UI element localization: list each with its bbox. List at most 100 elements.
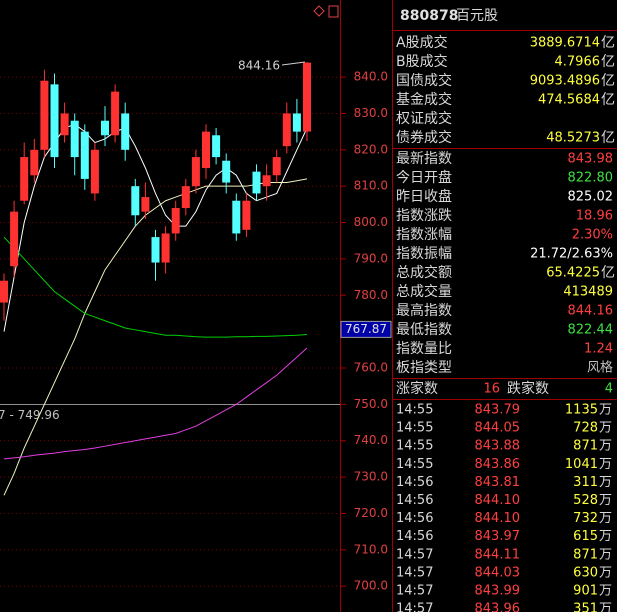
- stat-label: 债券成交: [396, 129, 452, 146]
- y-tick-label: 750.0: [354, 397, 388, 411]
- breadth-label: 跌家数: [507, 380, 549, 397]
- stat-value: 474.5684: [538, 93, 600, 108]
- candle-body: [151, 237, 160, 263]
- trade-price: 843.88: [475, 439, 521, 454]
- trade-volume: 615: [573, 529, 598, 544]
- panel-name: 百元股: [456, 8, 498, 24]
- moving-average: [3, 347, 308, 460]
- stat-value: 65.4225: [546, 266, 600, 281]
- candle-body: [101, 120, 109, 136]
- trade-unit: 万: [599, 457, 612, 472]
- stat-value: 21.72/2.63%: [530, 247, 613, 262]
- trade-time: 14:55: [396, 403, 433, 418]
- stat-label: A股成交: [396, 34, 448, 51]
- candle-body: [202, 131, 210, 168]
- y-tick-label: 700.0: [354, 579, 388, 593]
- candle-body: [303, 62, 311, 132]
- breadth-label: 涨家数: [396, 380, 438, 397]
- trade-volume: 871: [573, 439, 598, 454]
- diamond-icon[interactable]: [313, 5, 325, 17]
- stat-unit: 亿: [601, 73, 615, 89]
- trade-price: 844.05: [475, 421, 521, 436]
- stat-value: 822.80: [568, 171, 614, 186]
- stat-value: 822.44: [568, 323, 614, 338]
- panel-code: 880878: [400, 8, 458, 24]
- candle-body: [50, 84, 59, 158]
- y-tick-label: 760.0: [354, 361, 388, 375]
- stat-label: 最新指数: [396, 151, 452, 167]
- candle-body: [232, 200, 241, 234]
- y-tick-label: 740.0: [354, 433, 388, 447]
- trade-price: 844.10: [475, 493, 521, 508]
- trade-unit: 万: [599, 602, 612, 612]
- trade-volume: 901: [573, 584, 598, 599]
- annotation-label: 844.16: [238, 58, 280, 72]
- trade-time: 14:57: [396, 547, 433, 562]
- candle-body: [30, 149, 39, 176]
- y-tick-label: 810.0: [354, 179, 388, 193]
- y-tick-label: 720.0: [354, 506, 388, 520]
- stat-value: 3889.6714: [530, 36, 600, 51]
- trade-volume: 871: [573, 547, 598, 562]
- stat-label: 指数涨幅: [396, 227, 452, 243]
- trade-unit: 万: [599, 584, 612, 599]
- trade-unit: 万: [599, 547, 612, 562]
- trade-unit: 万: [599, 511, 612, 526]
- y-tick-label: 730.0: [354, 470, 388, 484]
- stat-label: 指数量比: [396, 341, 452, 357]
- trade-volume: 528: [573, 493, 598, 508]
- trade-price: 843.97: [475, 529, 521, 544]
- trade-time: 14:57: [396, 584, 433, 599]
- y-tick-label: 840.0: [354, 70, 388, 84]
- candle-body: [20, 157, 29, 201]
- candle-body: [292, 113, 301, 132]
- stat-label: B股成交: [396, 53, 448, 70]
- candle-body: [161, 233, 170, 263]
- candle-body: [40, 80, 49, 150]
- stat-label: 权证成交: [396, 110, 452, 127]
- stat-value: 2.30%: [572, 228, 613, 243]
- trade-price: 843.79: [475, 403, 521, 418]
- candle-body: [121, 113, 130, 150]
- trade-time: 14:56: [396, 493, 433, 508]
- breadth-up: 16: [483, 382, 500, 397]
- stat-label: 今日开盘: [396, 169, 452, 186]
- trade-price: 843.99: [475, 584, 521, 599]
- y-tick-label: 710.0: [354, 542, 388, 556]
- candle-body: [10, 211, 19, 267]
- stat-value: 843.98: [568, 152, 614, 167]
- window-icon[interactable]: [328, 5, 339, 18]
- stat-value: 18.96: [576, 209, 613, 224]
- stat-label: 基金成交: [396, 91, 452, 108]
- y-tick-label: 780.0: [354, 288, 388, 302]
- stat-value: 4.7966: [555, 55, 601, 70]
- candle-body: [222, 160, 231, 183]
- candle-body: [111, 91, 120, 136]
- candle-body: [131, 186, 140, 216]
- trade-price: 843.81: [475, 475, 521, 490]
- candle-body: [141, 197, 150, 212]
- candle-body: [191, 157, 200, 187]
- stat-unit: 亿: [601, 265, 615, 281]
- trade-unit: 万: [599, 529, 612, 544]
- y-tick-label: 790.0: [354, 251, 388, 265]
- stat-value: 825.02: [568, 190, 614, 205]
- candle-body: [0, 280, 8, 303]
- candle-body: [90, 149, 99, 194]
- annotation-arrow: [281, 61, 306, 66]
- candle-body: [252, 171, 261, 194]
- trade-volume: 1041: [565, 457, 598, 472]
- stat-unit: 亿: [601, 54, 615, 70]
- trade-time: 14:56: [396, 511, 433, 526]
- trade-unit: 万: [599, 439, 612, 454]
- candle-body: [212, 135, 221, 158]
- trade-volume: 732: [573, 511, 598, 526]
- trade-unit: 万: [599, 565, 612, 580]
- y-tick-label: 800.0: [354, 215, 388, 229]
- trade-price: 844.03: [475, 565, 521, 580]
- candle-body: [282, 113, 291, 147]
- trade-price: 843.86: [475, 457, 521, 472]
- trade-time: 14:55: [396, 457, 433, 472]
- y-tick-label: 820.0: [354, 142, 388, 156]
